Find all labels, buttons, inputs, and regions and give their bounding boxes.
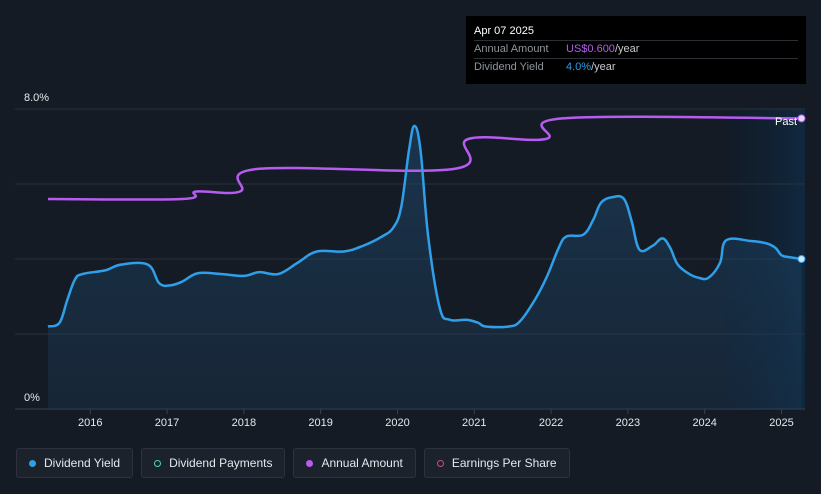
- legend-annual-amount-label: Annual Amount: [321, 456, 403, 470]
- dividend-yield-area: [48, 125, 802, 409]
- tooltip-dividend-yield-label: Dividend Yield: [474, 61, 544, 73]
- x-tick-label: 2019: [308, 417, 332, 429]
- tooltip-dividend-yield-unit: /year: [591, 61, 616, 73]
- legend-dividend-yield-label: Dividend Yield: [44, 456, 121, 470]
- tooltip-date: Apr 07 2025: [474, 25, 534, 37]
- x-axis-ticks: 2016 2017 2018 2019 2020 2021 2022 2023 2024 2025: [78, 409, 794, 429]
- x-tick-label: 2016: [78, 417, 102, 429]
- y-axis-top-label: 8.0%: [24, 92, 49, 104]
- x-tick-label: 2024: [692, 417, 716, 429]
- x-tick-label: 2021: [462, 417, 486, 429]
- tooltip-annual-amount-unit: /year: [614, 43, 640, 55]
- x-tick-label: 2018: [232, 417, 256, 429]
- legend-earnings-per-share-dot-icon: [436, 459, 444, 467]
- x-tick-label: 2025: [769, 417, 793, 429]
- tooltip-panel: Apr 07 2025 Annual Amount US$0.600 /year…: [466, 16, 806, 84]
- y-axis-bottom-label: 0%: [24, 392, 40, 404]
- x-tick-label: 2020: [385, 417, 409, 429]
- tooltip-annual-amount-label: Annual Amount: [474, 43, 549, 55]
- legend-dividend-payments-button[interactable]: Dividend Payments: [141, 448, 286, 478]
- legend-earnings-per-share-label: Earnings Per Share: [451, 456, 557, 470]
- tooltip-dividend-yield-value: 4.0%: [566, 61, 592, 73]
- dividend-yield-line: [47, 124, 802, 329]
- legend-dividend-payments-dot-icon: [154, 459, 162, 467]
- x-tick-label: 2023: [616, 417, 640, 429]
- tooltip-row-dividend-yield: Dividend Yield 4.0% /year: [474, 58, 798, 76]
- x-tick-label: 2017: [155, 417, 179, 429]
- past-label: Past: [775, 116, 797, 128]
- x-tick-label: 2022: [539, 417, 563, 429]
- tooltip-annual-amount-value: US$0.600: [566, 43, 615, 55]
- legend-annual-amount-button[interactable]: Annual Amount: [293, 448, 416, 478]
- tooltip-row-annual-amount: Annual Amount US$0.600 /year: [474, 40, 798, 58]
- legend-dividend-payments-label: Dividend Payments: [169, 456, 273, 470]
- legend-annual-amount-dot-icon: [306, 459, 314, 467]
- legend-dividend-yield-button[interactable]: Dividend Yield: [16, 448, 134, 478]
- legend-dividend-yield-dot-icon: [29, 459, 36, 467]
- annual-amount-end-marker[interactable]: [797, 114, 806, 123]
- dividend-yield-end-marker[interactable]: [797, 255, 806, 263]
- legend: Dividend Yield Dividend Payments Annual …: [16, 448, 570, 480]
- legend-earnings-per-share-button[interactable]: Earnings Per Share: [423, 448, 570, 478]
